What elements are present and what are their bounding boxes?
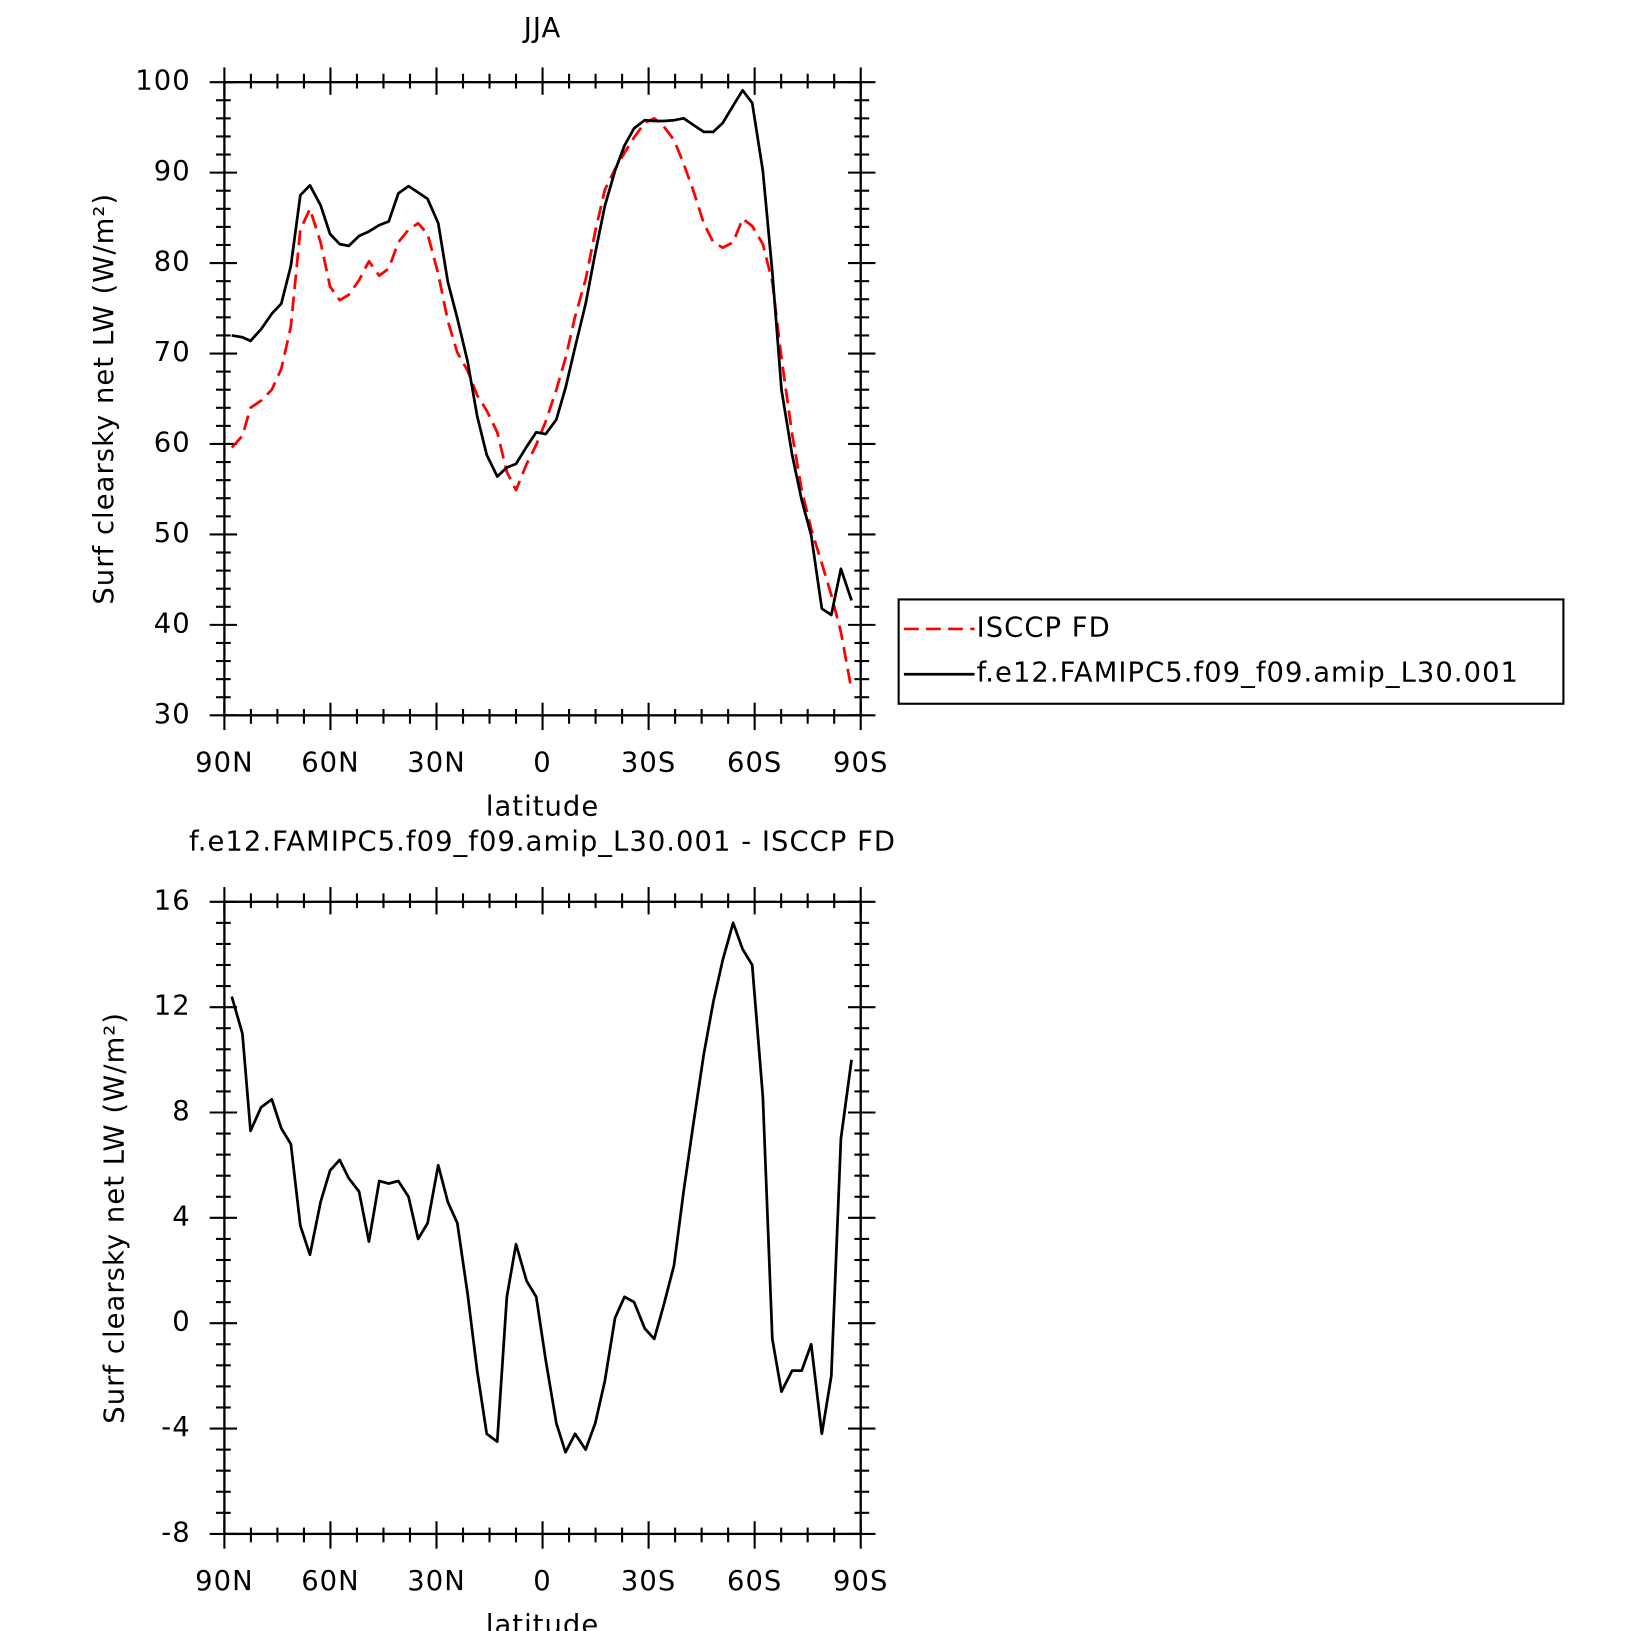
data-line xyxy=(231,88,853,617)
y-tick-label: 0 xyxy=(172,1307,190,1338)
chart-title: JJA xyxy=(522,13,562,44)
y-tick-label: 12 xyxy=(154,991,191,1022)
legend-label: ISCCP FD xyxy=(977,612,1111,643)
legend-label: f.e12.FAMIPC5.f09_f09.amip_L30.001 xyxy=(977,658,1519,689)
y-tick-label: 30 xyxy=(154,699,191,730)
x-tick-label: 90N xyxy=(195,747,253,778)
y-tick-label: 100 xyxy=(135,66,190,97)
y-tick-label: -8 xyxy=(161,1517,190,1548)
x-tick-label: 60N xyxy=(301,1566,359,1597)
x-tick-label: 60S xyxy=(727,1566,782,1597)
y-tick-label: 40 xyxy=(154,608,191,639)
x-tick-label: 90N xyxy=(195,1566,253,1597)
x-tick-label: 90S xyxy=(833,1566,888,1597)
axis-box xyxy=(223,900,862,1536)
axis-box xyxy=(223,81,862,717)
y-axis-label: Surf clearsky net LW (W/m²) xyxy=(89,193,120,605)
y-tick-label: 16 xyxy=(154,885,191,916)
y-tick-label: -4 xyxy=(161,1412,190,1443)
chart-title: f.e12.FAMIPC5.f09_f09.amip_L30.001 - ISC… xyxy=(189,826,896,857)
x-tick-label: 0 xyxy=(533,747,551,778)
x-tick-label: 0 xyxy=(533,1566,551,1597)
data-line xyxy=(230,116,853,691)
x-tick-label: 30S xyxy=(621,1566,676,1597)
y-tick-label: 70 xyxy=(154,337,191,368)
x-tick-label: 30N xyxy=(407,747,465,778)
x-tick-label: 30S xyxy=(621,747,676,778)
x-tick-label: 60S xyxy=(727,747,782,778)
y-tick-label: 8 xyxy=(172,1096,190,1127)
y-tick-label: 80 xyxy=(154,247,191,278)
x-tick-label: 30N xyxy=(407,1566,465,1597)
legend-box xyxy=(897,598,1565,705)
x-tick-label: 90S xyxy=(833,747,888,778)
y-tick-label: 90 xyxy=(154,156,191,187)
y-axis-label: Surf clearsky net LW (W/m²) xyxy=(99,1012,130,1424)
x-axis-label: latitude xyxy=(486,792,599,823)
y-tick-label: 60 xyxy=(154,427,191,458)
y-tick-label: 4 xyxy=(172,1201,190,1232)
y-tick-label: 50 xyxy=(154,518,191,549)
data-line xyxy=(230,921,853,1454)
x-tick-label: 60N xyxy=(301,747,359,778)
x-axis-label: latitude xyxy=(486,1610,599,1631)
